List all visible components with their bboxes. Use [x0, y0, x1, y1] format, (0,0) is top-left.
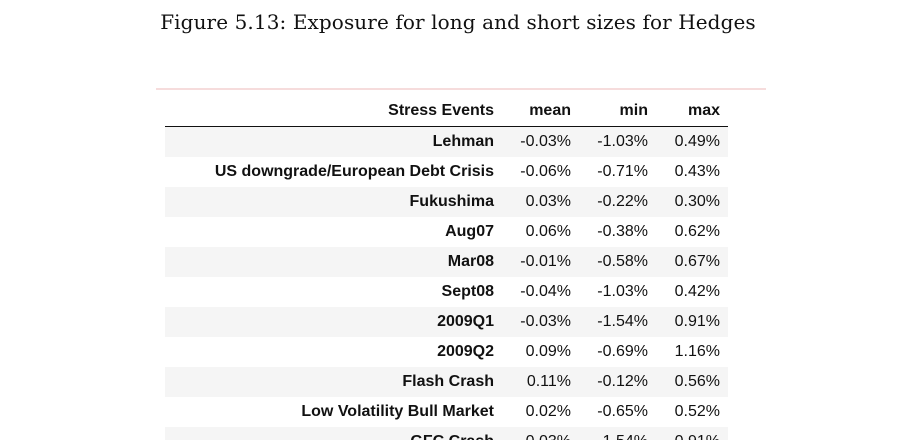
row-mean: -0.03%: [520, 133, 571, 150]
table-row: Lehman -0.03% -1.03% 0.49%: [165, 126, 728, 157]
row-event: Fukushima: [409, 193, 494, 210]
table-row: Sept08 -0.04% -1.03% 0.42%: [165, 277, 728, 307]
row-max: 0.91%: [656, 427, 728, 440]
row-event: 2009Q2: [437, 343, 494, 360]
row-mean: -0.06%: [520, 163, 571, 180]
row-event: Mar08: [447, 253, 494, 270]
row-event: US downgrade/European Debt Crisis: [214, 163, 494, 180]
table-row: Mar08 -0.01% -0.58% 0.67%: [165, 247, 728, 277]
row-event: Lehman: [432, 133, 494, 150]
header-max: max: [656, 96, 728, 127]
header-min: min: [579, 96, 656, 127]
row-min: -0.58%: [597, 253, 648, 270]
header-mean: mean: [502, 96, 579, 127]
row-max: 0.49%: [674, 133, 720, 150]
table-row: 2009Q2 0.09% -0.69% 1.16%: [165, 337, 728, 367]
row-event: Flash Crash: [402, 373, 494, 390]
row-event: GFC Crash: [165, 427, 502, 440]
table-top-rule: [156, 88, 766, 90]
row-min: -0.38%: [597, 223, 648, 240]
row-mean: 0.03%: [502, 427, 579, 440]
row-max: 1.16%: [674, 343, 720, 360]
row-min: -1.54%: [579, 427, 656, 440]
row-mean: 0.09%: [525, 343, 571, 360]
row-event: Sept08: [441, 283, 494, 300]
row-mean: 0.03%: [525, 193, 571, 210]
table-row: Aug07 0.06% -0.38% 0.62%: [165, 217, 728, 247]
row-max: 0.52%: [674, 403, 720, 420]
row-max: 0.56%: [674, 373, 720, 390]
table-row: US downgrade/European Debt Crisis -0.06%…: [165, 157, 728, 187]
row-mean: 0.02%: [525, 403, 571, 420]
table-row: Fukushima 0.03% -0.22% 0.30%: [165, 187, 728, 217]
row-mean: 0.11%: [526, 373, 571, 390]
row-min: -0.22%: [597, 193, 648, 210]
table-row: Low Volatility Bull Market 0.02% -0.65% …: [165, 397, 728, 427]
row-min: -1.03%: [597, 133, 648, 150]
row-mean: -0.04%: [520, 283, 571, 300]
row-event: Aug07: [445, 223, 494, 240]
row-max: 0.91%: [674, 313, 720, 330]
row-max: 0.67%: [674, 253, 720, 270]
row-max: 0.43%: [674, 163, 720, 180]
row-max: 0.42%: [674, 283, 720, 300]
header-stress-events: Stress Events: [165, 96, 502, 127]
row-min: -1.03%: [597, 283, 648, 300]
row-max: 0.62%: [674, 223, 720, 240]
table-row: Flash Crash 0.11% -0.12% 0.56%: [165, 367, 728, 397]
stress-events-table: Stress Events mean min max Lehman -0.03%…: [165, 96, 728, 440]
row-min: -0.69%: [597, 343, 648, 360]
row-min: -0.71%: [597, 163, 648, 180]
row-min: -0.12%: [597, 373, 648, 390]
table-row: GFC Crash 0.03% -1.54% 0.91%: [165, 427, 728, 440]
table-header-row: Stress Events mean min max: [165, 96, 728, 127]
row-event: 2009Q1: [437, 313, 494, 330]
figure-caption: Figure 5.13: Exposure for long and short…: [160, 10, 756, 34]
row-max: 0.30%: [674, 193, 720, 210]
row-event: Low Volatility Bull Market: [301, 403, 494, 420]
row-min: -0.65%: [597, 403, 648, 420]
table-row: 2009Q1 -0.03% -1.54% 0.91%: [165, 307, 728, 337]
row-min: -1.54%: [597, 313, 648, 330]
row-mean: -0.03%: [520, 313, 571, 330]
row-mean: -0.01%: [520, 253, 571, 270]
row-mean: 0.06%: [525, 223, 571, 240]
